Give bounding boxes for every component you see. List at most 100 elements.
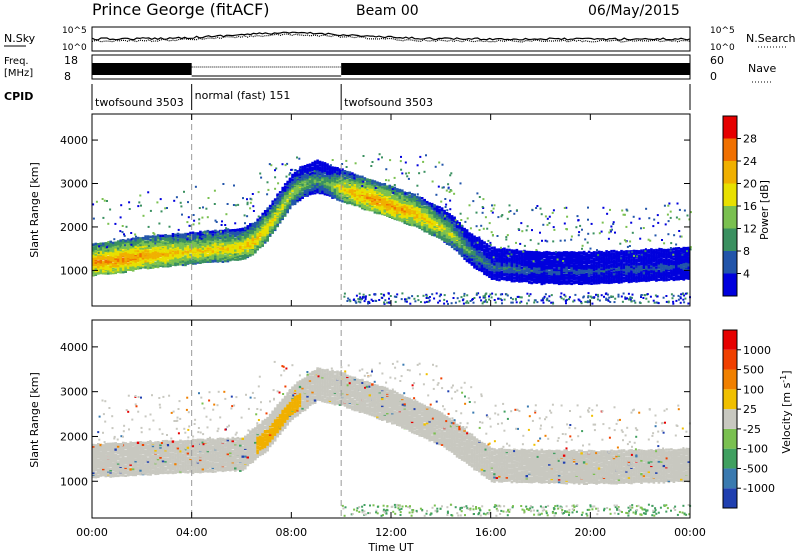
- cell: [174, 233, 177, 236]
- cell: [525, 267, 529, 271]
- cell: [211, 237, 215, 240]
- cell: [373, 184, 377, 188]
- cell: [119, 263, 122, 267]
- cell: [500, 267, 504, 270]
- cell: [164, 255, 167, 259]
- cell: [293, 197, 297, 200]
- cell: [316, 185, 319, 188]
- cell: [194, 232, 197, 235]
- cell: [515, 274, 519, 277]
- cell: [271, 222, 274, 225]
- cell: [381, 204, 384, 208]
- cell: [391, 203, 394, 206]
- cell: [191, 241, 195, 244]
- cell: [261, 220, 264, 224]
- cell: [326, 171, 329, 175]
- cell: [321, 165, 324, 168]
- cell: [356, 197, 359, 200]
- cell: [433, 217, 436, 220]
- cell: [493, 264, 496, 268]
- cell: [316, 172, 319, 175]
- cell: [92, 270, 95, 273]
- cell: [92, 260, 95, 264]
- cell: [381, 209, 384, 213]
- cell: [393, 210, 397, 213]
- cell: [111, 264, 115, 267]
- cell: [189, 238, 192, 242]
- cell: [510, 272, 514, 275]
- cell: [184, 255, 187, 258]
- cell: [440, 208, 444, 211]
- cell: [141, 240, 145, 243]
- cell: [555, 267, 559, 270]
- cell: [450, 228, 454, 231]
- cell: [455, 246, 459, 249]
- cell: [565, 262, 568, 265]
- cell: [356, 178, 359, 181]
- cell: [116, 268, 120, 272]
- cell: [468, 248, 471, 251]
- cell: [114, 270, 117, 273]
- cell: [555, 272, 559, 276]
- cell: [485, 273, 489, 277]
- cell: [251, 227, 255, 230]
- cell: [545, 279, 549, 282]
- cell: [443, 225, 446, 228]
- cell: [276, 224, 279, 228]
- cell: [114, 244, 117, 248]
- cell: [560, 265, 563, 268]
- cell: [241, 249, 245, 252]
- cell: [159, 261, 162, 264]
- cell: [346, 175, 349, 179]
- cell: [333, 190, 337, 193]
- cell: [508, 274, 511, 278]
- cell: [206, 250, 210, 253]
- cell: [166, 254, 170, 257]
- cell: [206, 236, 210, 239]
- cell: [308, 189, 312, 192]
- cell: [460, 241, 464, 244]
- cell: [254, 244, 257, 248]
- cell: [562, 253, 566, 256]
- cell: [328, 166, 332, 169]
- cell: [134, 241, 137, 244]
- cell: [358, 175, 362, 178]
- cell: [540, 254, 544, 257]
- cell: [184, 244, 187, 247]
- cell: [343, 198, 347, 201]
- cell: [328, 185, 332, 188]
- cell: [403, 221, 407, 225]
- cell: [214, 239, 217, 242]
- cell: [386, 203, 389, 206]
- cell: [548, 257, 551, 261]
- cell: [281, 195, 284, 199]
- cell: [363, 190, 367, 194]
- cell: [174, 247, 177, 250]
- cell: [256, 218, 259, 221]
- cell: [368, 198, 372, 202]
- cell: [268, 228, 272, 231]
- cell: [450, 219, 454, 223]
- cell: [189, 233, 192, 237]
- cell: [555, 275, 559, 278]
- cell: [239, 245, 242, 248]
- cell: [261, 239, 264, 243]
- cell: [114, 241, 117, 244]
- cell: [510, 278, 514, 282]
- cell: [470, 233, 474, 236]
- cell: [470, 251, 474, 254]
- cell: [331, 182, 334, 186]
- cell: [231, 231, 235, 234]
- cell: [121, 264, 125, 267]
- cell: [523, 257, 526, 260]
- cell: [495, 273, 499, 277]
- cell: [159, 263, 162, 266]
- cell: [475, 245, 479, 249]
- cell: [353, 200, 357, 203]
- cell: [151, 260, 155, 263]
- cell: [503, 263, 506, 266]
- cell: [401, 207, 404, 211]
- cell: [111, 270, 115, 273]
- cell: [341, 200, 344, 203]
- cell: [261, 219, 264, 222]
